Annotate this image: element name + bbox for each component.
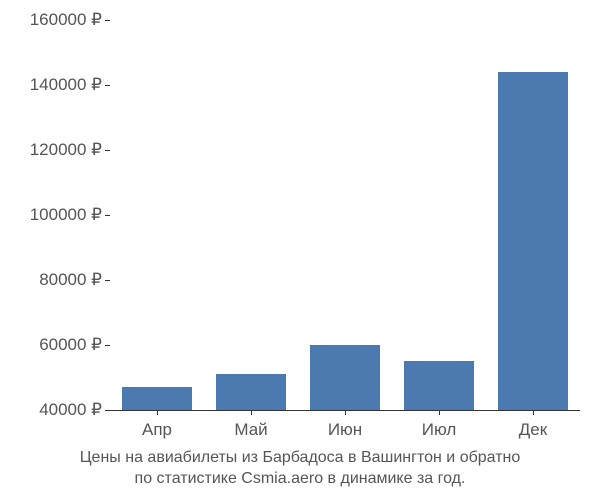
caption-line-2: по статистике Csmia.aero в динамике за г… [135, 470, 466, 487]
y-axis-label: 120000 ₽ [30, 140, 102, 160]
y-axis-label: 80000 ₽ [39, 270, 102, 290]
y-tick [105, 410, 110, 411]
y-tick [105, 215, 110, 216]
y-axis-label: 40000 ₽ [39, 400, 102, 420]
x-axis-label: Дек [519, 420, 547, 440]
x-tick [533, 410, 534, 415]
y-axis-label: 100000 ₽ [30, 205, 102, 225]
chart-container: 40000 ₽ 60000 ₽ 80000 ₽ 100000 ₽ 120000 ₽ 140… [0, 0, 600, 500]
chart-caption: Цены на авиабилеты из Барбадоса в Вашинг… [0, 448, 600, 490]
bar [404, 361, 474, 410]
y-tick [105, 20, 110, 21]
y-axis-label: 160000 ₽ [30, 10, 102, 30]
y-axis-label: 140000 ₽ [30, 75, 102, 95]
x-axis-label: Июн [328, 420, 362, 440]
bar [310, 345, 380, 410]
bar [122, 387, 192, 410]
caption-line-1: Цены на авиабилеты из Барбадоса в Вашинг… [80, 449, 521, 466]
x-tick [439, 410, 440, 415]
y-tick [105, 150, 110, 151]
x-axis-label: Июл [422, 420, 457, 440]
x-tick [157, 410, 158, 415]
bar [498, 72, 568, 410]
bar [216, 374, 286, 410]
x-tick [251, 410, 252, 415]
plot-area [110, 20, 580, 410]
y-tick [105, 85, 110, 86]
y-tick [105, 280, 110, 281]
x-tick [345, 410, 346, 415]
y-tick [105, 345, 110, 346]
x-axis-label: Апр [142, 420, 172, 440]
y-axis-label: 60000 ₽ [39, 335, 102, 355]
x-axis-label: Май [234, 420, 267, 440]
